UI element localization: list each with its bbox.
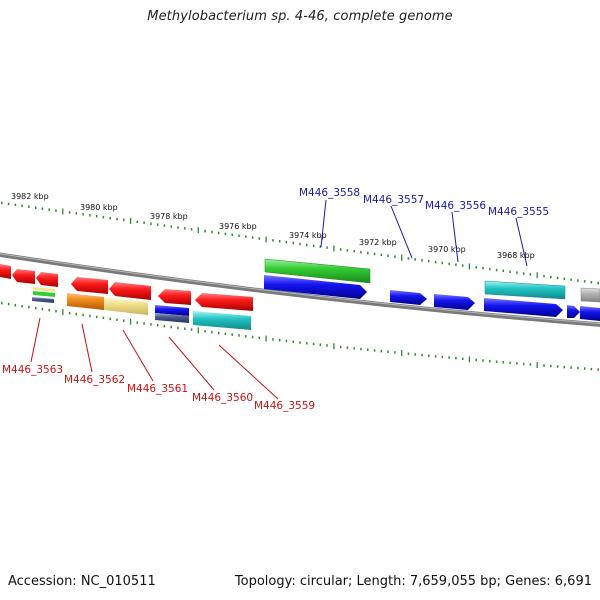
gene-blue-3560[interactable] — [155, 305, 189, 316]
gene-small-slate[interactable] — [32, 297, 54, 303]
gene-label-3556[interactable]: M446_3556 — [425, 200, 486, 212]
gene-blue-3557[interactable] — [390, 290, 427, 305]
gene-blue-small[interactable] — [567, 305, 580, 318]
scale-label-3970: 3970 kbp — [428, 245, 466, 254]
forward-blue-genes — [264, 275, 600, 321]
upper-gene-labels: M446_3558 M446_3557 M446_3556 M446_3555 — [299, 187, 549, 218]
scale-label-3974: 3974 kbp — [289, 231, 327, 240]
leader-3562 — [81, 323, 93, 373]
gene-slate-3560[interactable] — [155, 313, 189, 323]
scale-label-3976: 3976 kbp — [219, 222, 257, 231]
upper-leaders — [320, 199, 528, 267]
gene-label-3562[interactable]: M446_3562 — [64, 374, 125, 386]
leader-3556 — [451, 211, 459, 263]
scale-label-3978: 3978 kbp — [150, 212, 188, 221]
leader-3560 — [168, 336, 215, 391]
gene-red-edge-1[interactable] — [0, 264, 11, 279]
scale-label-3982: 3982 kbp — [11, 192, 49, 201]
gene-cyan-3555[interactable] — [484, 280, 566, 300]
gene-blue-3555[interactable] — [484, 298, 563, 317]
forward-genes — [0, 258, 600, 303]
map-title: Methylobacterium sp. 4-46, complete geno… — [147, 9, 453, 24]
gene-label-3560[interactable]: M446_3560 — [192, 392, 253, 404]
scale-label-3980: 3980 kbp — [80, 203, 118, 212]
leader-3555 — [515, 217, 528, 267]
gene-label-3561[interactable]: M446_3561 — [127, 383, 188, 395]
gene-red-3562[interactable] — [71, 277, 108, 294]
gene-small-yellow[interactable] — [33, 287, 55, 292]
leader-3558 — [320, 199, 327, 248]
genome-summary-text: Topology: circular; Length: 7,659,055 bp… — [234, 574, 592, 589]
accession-text: Accession: NC_010511 — [8, 574, 156, 589]
reverse-genes — [32, 277, 253, 330]
gene-red-3560[interactable] — [158, 289, 191, 305]
leader-3559 — [218, 344, 279, 400]
scale-label-3968: 3968 kbp — [497, 251, 535, 260]
gene-green-3558[interactable] — [264, 258, 371, 284]
gene-small-green[interactable] — [33, 291, 55, 297]
genome-backbone — [0, 252, 600, 327]
gene-label-3563[interactable]: M446_3563 — [2, 364, 63, 376]
gene-orange-3562[interactable] — [67, 293, 104, 310]
genome-backbone-highlight — [0, 253, 600, 325]
leader-3561 — [122, 329, 154, 382]
gene-red-edge-3[interactable] — [36, 272, 58, 287]
outer-tick-row — [1, 201, 599, 285]
lower-gene-labels: M446_3563 M446_3562 M446_3561 M446_3560 … — [2, 364, 315, 412]
gene-label-3557[interactable]: M446_3557 — [363, 194, 424, 206]
gene-khaki-3561[interactable] — [104, 297, 148, 315]
scale-label-3972: 3972 kbp — [359, 238, 397, 247]
gene-red-3559[interactable] — [195, 293, 253, 311]
gene-label-3558[interactable]: M446_3558 — [299, 187, 360, 199]
scale-labels: 3982 kbp 3980 kbp 3978 kbp 3976 kbp 3974… — [11, 192, 535, 260]
gene-blue-3558[interactable] — [264, 275, 367, 299]
gene-label-3559[interactable]: M446_3559 — [254, 400, 315, 412]
inner-tick-row — [1, 301, 599, 371]
gene-red-3561[interactable] — [109, 282, 151, 300]
gene-blue-3556[interactable] — [434, 294, 475, 310]
leader-3557 — [390, 205, 413, 259]
gene-blue-edge[interactable] — [580, 306, 600, 321]
gene-cyan-3559[interactable] — [193, 311, 251, 330]
gene-gray[interactable] — [580, 287, 600, 303]
gene-label-3555[interactable]: M446_3555 — [488, 206, 549, 218]
gene-red-edge-2[interactable] — [12, 269, 35, 284]
lower-leaders — [30, 317, 279, 400]
leader-3563 — [30, 317, 41, 363]
